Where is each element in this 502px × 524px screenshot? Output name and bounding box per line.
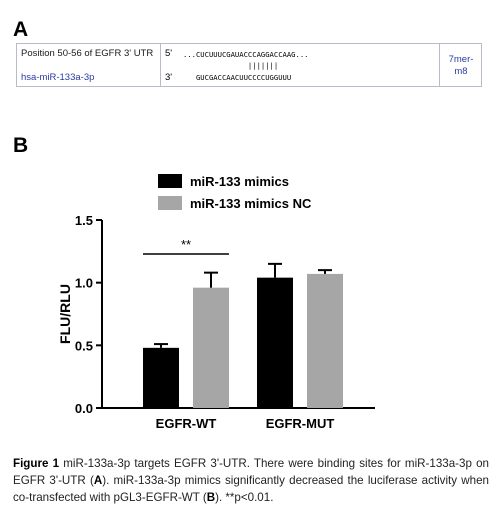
site-type-column: 7mer- m8 bbox=[439, 44, 482, 86]
pairing-marks: ||||||| bbox=[183, 61, 279, 70]
bar-chart: 0.0 0.5 1.0 1.5 FLU/RLU EGFR-WT EGFR-MUT ** miR-… bbox=[57, 174, 375, 431]
legend-swatch bbox=[158, 196, 182, 210]
caption-text-2: ). miR-133a-3p mimics significantly decr… bbox=[13, 474, 489, 504]
panel-a-label: A bbox=[13, 18, 29, 41]
bar bbox=[143, 347, 179, 408]
caption-ref-a: A bbox=[93, 474, 103, 487]
significance-stars: ** bbox=[181, 237, 191, 252]
y-tick-label: 0.0 bbox=[75, 401, 93, 416]
x-tick-label: EGFR-WT bbox=[156, 416, 217, 431]
y-tick-label: 1.0 bbox=[75, 276, 93, 291]
alignment-label-column: Position 50-56 of EGFR 3' UTR hsa-miR-13… bbox=[17, 44, 161, 86]
mirna-sequence: GUCGACCAACUUCCCCUGGUUU bbox=[183, 73, 292, 82]
alignment-sequence-column: 5' 3' ...CUCUUUCGAUACCCAGGACCAAG... ||||… bbox=[161, 44, 439, 86]
caption-ref-b: B bbox=[206, 491, 216, 504]
caption-text-3: ). **p<0.01. bbox=[215, 491, 274, 504]
site-type-line-2: m8 bbox=[454, 66, 468, 77]
strand-bottom-label: 3' bbox=[165, 72, 173, 83]
site-type-line-1: 7mer- bbox=[448, 54, 474, 65]
y-tick-label: 0.5 bbox=[75, 338, 93, 353]
utr-sequence: ...CUCUUUCGAUACCCAGGACCAAG... bbox=[183, 50, 309, 59]
bar bbox=[257, 277, 293, 408]
mirna-name-label: hsa-miR-133a-3p bbox=[21, 72, 95, 83]
bar bbox=[307, 273, 343, 408]
x-tick-label: EGFR-MUT bbox=[266, 416, 335, 431]
utr-position-label: Position 50-56 of EGFR 3' UTR bbox=[21, 48, 154, 59]
y-axis-label: FLU/RLU bbox=[57, 284, 73, 344]
legend-label: miR-133 mimics bbox=[190, 174, 289, 189]
figure-caption: Figure 1 miR-133a-3p targets EGFR 3'-UTR… bbox=[13, 455, 489, 506]
legend-label: miR-133 mimics NC bbox=[190, 196, 312, 211]
bar bbox=[193, 287, 229, 408]
strand-top-label: 5' bbox=[165, 48, 173, 59]
panel-b-label: B bbox=[13, 134, 29, 157]
alignment-table: Position 50-56 of EGFR 3' UTR hsa-miR-13… bbox=[16, 43, 482, 87]
caption-figure-label: Figure 1 bbox=[13, 457, 60, 470]
legend-swatch bbox=[158, 174, 182, 188]
caption-text-1: miR-133a-3p targets EGFR 3'-UTR. There w… bbox=[13, 457, 489, 487]
y-tick-label: 1.5 bbox=[75, 213, 93, 228]
